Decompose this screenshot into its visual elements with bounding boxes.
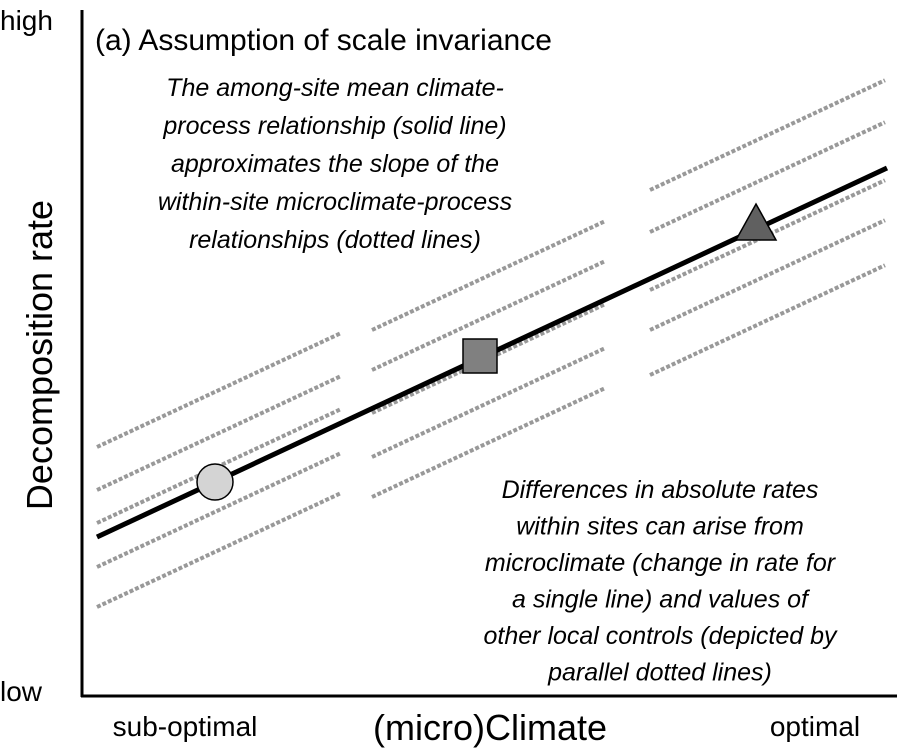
annotation-line: Differences in absolute rates (502, 476, 819, 504)
dotted-line (96, 331, 341, 449)
x-label: (micro)Climate (373, 707, 607, 748)
y-label: Decomposition rate (19, 200, 60, 510)
dotted-line (649, 78, 886, 192)
dotted-line (649, 120, 886, 234)
x-left: sub-optimal (113, 711, 258, 742)
annotation-line: within sites can arise from (516, 513, 804, 541)
annotation-line: other local controls (depicted by (484, 622, 838, 650)
circle-marker (196, 463, 234, 501)
annotation-line: microclimate (change in rate for (485, 549, 837, 577)
annotation-line: within-site microclimate-process (158, 188, 512, 216)
dotted-line (371, 386, 606, 499)
dotted-line (96, 374, 341, 492)
annotation-top: The among-site mean climate-process rela… (158, 74, 512, 254)
title: (a) Assumption of scale invariance (95, 24, 552, 57)
square-marker (462, 338, 498, 374)
annotation-line: The among-site mean climate- (166, 74, 504, 102)
x-right: optimal (770, 711, 860, 742)
annotation-line: a single line) and values of (512, 586, 811, 614)
annotation-bottom: Differences in absolute rates within site… (484, 476, 838, 687)
dotted-line (96, 491, 341, 609)
triangle-marker (734, 202, 778, 241)
dotted-line (371, 219, 606, 332)
annotation-line: process relationship (solid line) (162, 112, 506, 140)
annotation-line: parallel dotted lines) (547, 659, 772, 687)
annotation-line: relationships (dotted lines) (189, 226, 481, 254)
dotted-line (371, 259, 606, 372)
dotted-line (649, 263, 886, 377)
dotted-line (371, 346, 606, 459)
y-low: low (0, 676, 43, 707)
dotted-line (96, 451, 341, 569)
annotation-line: approximates the slope of the (171, 150, 499, 178)
y-high: high (0, 5, 53, 36)
dotted-line (649, 218, 886, 332)
